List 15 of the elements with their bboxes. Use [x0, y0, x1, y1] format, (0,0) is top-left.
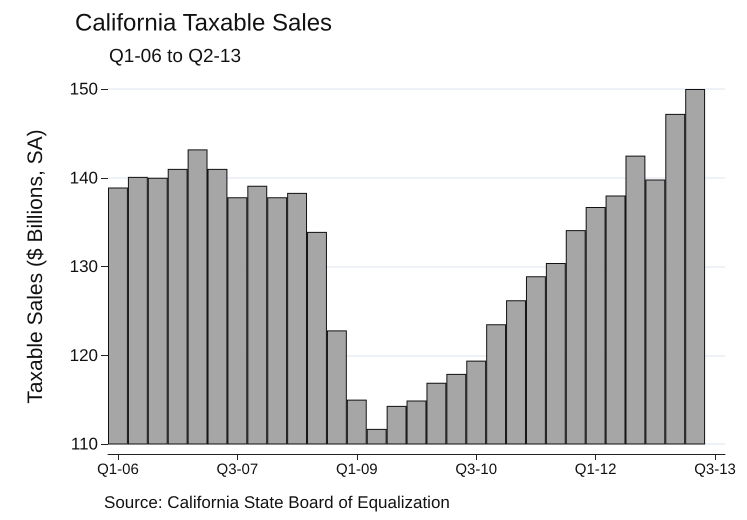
x-tick-label: Q3-10 [455, 461, 498, 478]
source-note: Source: California State Board of Equalization [104, 493, 450, 512]
y-tick-label: 130 [70, 257, 98, 276]
chart-subtitle: Q1-06 to Q2-13 [109, 46, 242, 67]
x-tick-label: Q3-07 [216, 461, 258, 478]
x-tick-label: Q1-12 [574, 461, 616, 478]
x-tick-label: Q3-13 [694, 461, 736, 478]
x-tick-label: Q1-06 [97, 461, 139, 478]
y-axis-title: Taxable Sales ($ Billions, SA) [24, 129, 47, 404]
chart-title: California Taxable Sales [75, 10, 332, 36]
x-tick-label: Q1-09 [336, 461, 378, 478]
y-tick-label: 140 [70, 168, 98, 188]
y-tick-label: 150 [70, 80, 98, 98]
y-tick-label: 120 [70, 346, 98, 365]
y-tick-label: 110 [70, 434, 98, 454]
